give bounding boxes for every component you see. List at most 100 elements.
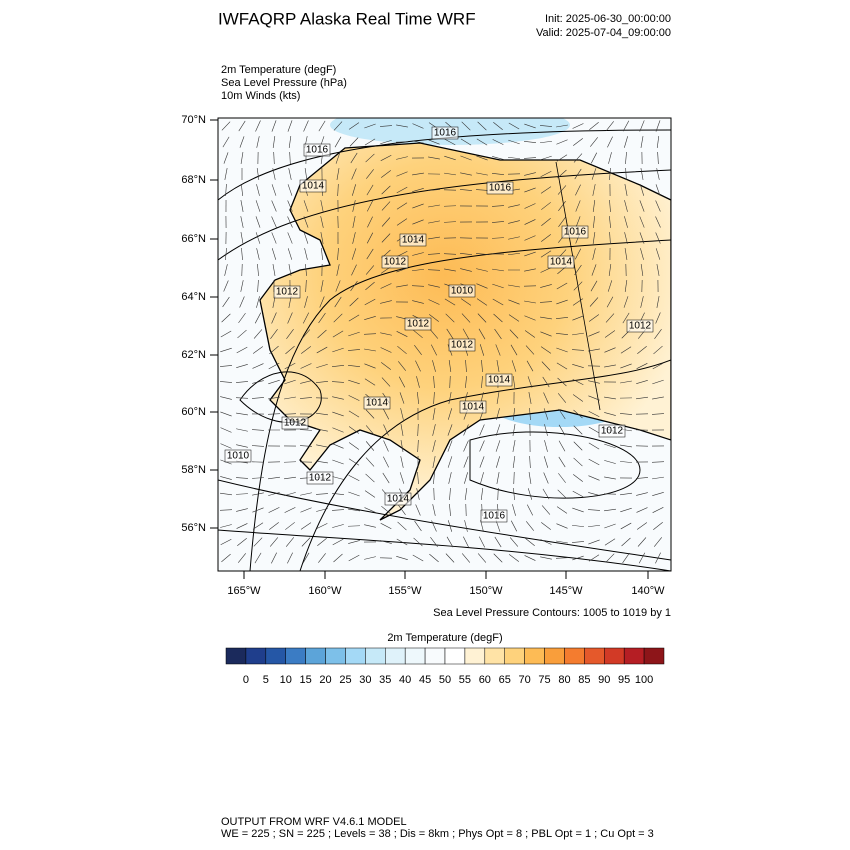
- wind-barb: [287, 312, 293, 324]
- wind-barb: [433, 471, 435, 485]
- wind-barb: [494, 328, 502, 340]
- wind-barb: [380, 522, 392, 530]
- wind-barb: [651, 413, 665, 415]
- wind-barb: [396, 202, 408, 210]
- wind-barb: [476, 253, 488, 255]
- colorbar-label: 60: [479, 674, 491, 686]
- contour-label-box: [281, 416, 309, 430]
- wind-barb: [238, 120, 246, 132]
- wind-barb: [220, 330, 232, 338]
- wind-barb: [253, 537, 263, 547]
- wind-barb: [316, 508, 328, 512]
- wind-barb: [459, 189, 473, 191]
- wind-barb: [220, 492, 232, 496]
- contour-line: [218, 169, 671, 261]
- wind-barb: [412, 172, 424, 176]
- wind-barb: [352, 200, 356, 212]
- wind-barb: [284, 476, 296, 480]
- wind-barb: [479, 456, 485, 468]
- lon-label: 150°W: [469, 585, 503, 597]
- wind-barb: [321, 248, 323, 260]
- wind-barb: [236, 444, 248, 448]
- wind-barb: [524, 268, 536, 272]
- colorbar-label: 45: [419, 674, 431, 686]
- wind-barb: [413, 329, 423, 339]
- wind-barb: [639, 184, 645, 196]
- wind-barb: [287, 232, 293, 244]
- wind-barb: [332, 524, 344, 528]
- wind-barb: [433, 487, 435, 501]
- wind-barb: [400, 408, 404, 420]
- colorbar-box: [365, 647, 386, 665]
- wind-barb: [332, 443, 344, 449]
- wind-barb: [527, 488, 533, 500]
- wind-barb: [556, 506, 568, 514]
- wind-barb: [364, 507, 376, 513]
- wind-barb: [396, 538, 408, 546]
- wind-barb: [252, 380, 264, 384]
- wind-barb: [318, 312, 326, 324]
- wind-barb: [494, 536, 502, 548]
- colorbar-label: 55: [459, 674, 471, 686]
- wind-barb: [461, 313, 471, 323]
- wind-barb: [639, 120, 645, 132]
- wind-barb: [509, 554, 519, 562]
- contour-label: 1012: [309, 473, 332, 484]
- wind-barb: [253, 329, 263, 339]
- colorbar-title: 2m Temperature (degF): [387, 632, 502, 644]
- wind-barb: [491, 237, 505, 239]
- colorbar-box: [325, 647, 346, 665]
- wind-barb: [271, 232, 277, 244]
- wind-barb: [558, 473, 566, 483]
- wind-barb: [318, 553, 326, 563]
- wind-barb: [348, 508, 360, 512]
- wind-barb: [365, 409, 375, 419]
- wind-barb: [412, 203, 424, 209]
- wind-barb: [240, 280, 244, 292]
- wind-barb: [495, 440, 501, 452]
- wind-barb: [513, 487, 515, 501]
- contour-label-box: [431, 126, 459, 140]
- wind-barb: [414, 520, 422, 532]
- wind-barb: [396, 156, 408, 160]
- wind-barb: [299, 429, 313, 431]
- wind-barb: [656, 168, 660, 180]
- wind-barb: [652, 476, 664, 480]
- wind-barb: [620, 346, 632, 354]
- contour-label-box: [399, 233, 427, 247]
- wind-barb: [636, 507, 648, 513]
- wind-barb: [336, 264, 340, 276]
- wind-barb: [365, 473, 375, 483]
- wind-barb: [316, 381, 328, 383]
- wind-barb: [464, 520, 468, 532]
- wind-barb: [508, 314, 520, 322]
- wind-barb: [381, 505, 391, 515]
- wind-barb: [332, 493, 344, 495]
- contour-label: 1012: [451, 340, 474, 351]
- wind-barb: [236, 428, 248, 432]
- wind-barb: [558, 456, 566, 468]
- footer: OUTPUT FROM WRF V4.6.1 MODEL: [221, 816, 407, 828]
- wind-barb: [539, 301, 553, 303]
- wind-barb: [638, 552, 646, 564]
- wind-barb: [524, 141, 536, 143]
- wind-barb: [287, 216, 293, 228]
- colorbar-box: [285, 647, 306, 665]
- colorbar-label: 50: [439, 674, 451, 686]
- wind-barb: [349, 297, 359, 307]
- wind-barb: [444, 268, 456, 272]
- wind-barb: [270, 329, 278, 339]
- wind-barb: [332, 396, 344, 400]
- wind-barb: [592, 232, 596, 244]
- wind-barb: [449, 503, 451, 517]
- lon-label: 145°W: [549, 585, 583, 597]
- wind-barb: [415, 360, 421, 372]
- wind-barb: [332, 427, 344, 433]
- wind-barb: [574, 168, 582, 180]
- wind-barb: [366, 232, 374, 244]
- wind-barb: [572, 298, 584, 306]
- wind-barb: [604, 396, 616, 400]
- wind-barb: [300, 507, 312, 513]
- wind-barb: [655, 248, 661, 260]
